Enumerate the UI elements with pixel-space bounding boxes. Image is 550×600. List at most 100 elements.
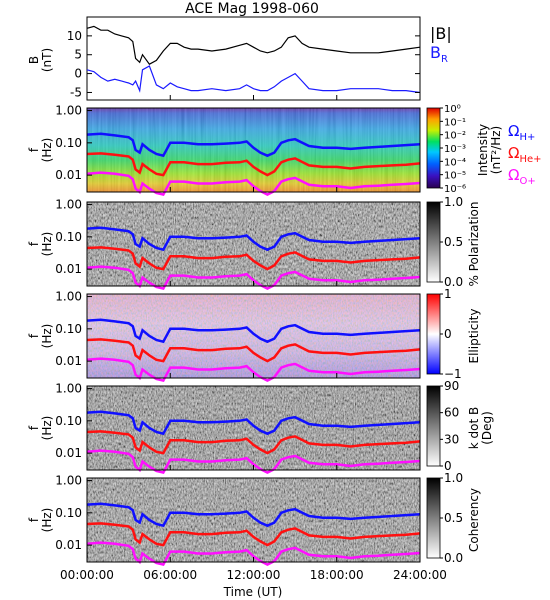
colorbar-tick-label: 0.0 [444, 551, 463, 565]
y-tick-label: 0.10 [55, 322, 82, 336]
legend-o-plus: ΩO+ [508, 166, 536, 187]
overlay-line-o-plus [86, 357, 421, 383]
colorbar-tick-label: 0.5 [444, 511, 463, 525]
x-axis-label: Time (UT) [223, 585, 283, 599]
colorbar-tick-label: 1 [444, 287, 452, 301]
colorbar [426, 385, 441, 467]
colorbar-tick-label: 10⁻³ [444, 144, 466, 155]
colorbar-tick-label: 10⁰ [444, 104, 461, 115]
y-axis-label-f: f [27, 241, 41, 246]
colorbar [426, 477, 441, 559]
colorbar-tick-label: 1.0 [444, 471, 463, 485]
y-axis-label-b: B [27, 56, 41, 64]
panel-coherency: 1.00 0.10 0.01 f (Hz) 1.0 0.5 0.0 Coherency [27, 471, 481, 567]
colorbar [426, 293, 441, 375]
figure-title: ACE Mag 1998-060 [185, 1, 319, 17]
colorbar-label: % Polarization [467, 202, 481, 287]
y-axis-label-hz: (Hz) [40, 232, 54, 257]
y-axis-label-nt: (nT) [40, 48, 54, 72]
x-axis-ticks: 00:00:00 06:00:00 12:00:00 18:00:00 24:00:00 [60, 95, 447, 582]
x-tick-label: 12:00:00 [227, 568, 281, 582]
colorbar-tick-label: 90 [444, 379, 459, 393]
y-axis-label-hz: (Hz) [40, 508, 54, 533]
y-tick-label: 0.10 [55, 230, 82, 244]
y-tick-label: 1.00 [55, 382, 82, 396]
y-tick-label: 10 [67, 29, 82, 43]
colorbar-tick-label: 10⁻⁵ [444, 171, 466, 182]
x-tick-label: 06:00:00 [143, 568, 197, 582]
y-axis-label-f: f [27, 147, 41, 152]
heatmap-texture [87, 108, 420, 192]
panel-polarization: 1.00 0.10 0.01 f (Hz) 1.0 0.5 0.0 % Polarization [27, 195, 481, 291]
colorbar-tick-label: 0 [444, 327, 452, 341]
x-tick-label: 18:00:00 [310, 568, 364, 582]
heatmap-texture [87, 386, 420, 470]
overlay-line-he-plus [86, 246, 421, 271]
y-tick-label: -5 [70, 85, 82, 99]
y-tick-label: 0.01 [55, 354, 82, 368]
colorbar [426, 107, 441, 189]
y-tick-label: 1.00 [55, 290, 82, 304]
panel-frame [86, 16, 421, 101]
y-axis-label-f: f [27, 517, 41, 522]
overlay-line-he-plus [86, 338, 421, 363]
colorbar-tick-label: 10⁻¹ [444, 117, 466, 128]
colorbar-label: k dot B [467, 407, 481, 449]
colorbar-label: Ellipticity [467, 309, 481, 364]
y-axis-label-hz: (Hz) [40, 324, 54, 349]
colorbar-tick-label: 0.0 [444, 275, 463, 289]
legend-h-plus: ΩH+ [508, 122, 535, 143]
colorbar-label: Coherency [467, 488, 481, 552]
colorbar-tick-label: −1 [444, 367, 462, 381]
y-tick-label: 1.00 [55, 474, 82, 488]
y-tick-label: 0.10 [55, 506, 82, 520]
colorbar-tick-label: 10⁻⁴ [444, 157, 466, 168]
y-tick-label: 0.01 [55, 538, 82, 552]
overlay-line-o-plus [86, 265, 421, 291]
overlay-line-o-plus [86, 171, 421, 197]
y-tick-label: 0.01 [55, 168, 82, 182]
heatmap-texture [87, 478, 420, 562]
y-axis-label-hz: (Hz) [40, 138, 54, 163]
colorbar-tick-label: 0.5 [444, 235, 463, 249]
colorbar-label: (Deg) [480, 411, 494, 445]
y-axis-label-f: f [27, 333, 41, 338]
y-tick-label: 1.00 [55, 104, 82, 118]
colorbar-tick-label: 1.0 [444, 195, 463, 209]
x-tick-label: 00:00:00 [60, 568, 114, 582]
y-axis-label-f: f [27, 425, 41, 430]
heatmap-texture [87, 202, 420, 286]
overlay-line-h-plus [86, 132, 421, 158]
heatmap-texture [87, 294, 420, 378]
legend-br: BR [430, 43, 448, 65]
y-axis-label-hz: (Hz) [40, 416, 54, 441]
y-tick-label: 0.01 [55, 262, 82, 276]
overlay-line-he-plus [86, 430, 421, 455]
colorbar-tick-label: 60 [444, 406, 459, 420]
y-tick-label: 0 [74, 67, 82, 81]
panel-magnetic-field: -5 0 5 10 B (nT) |B| BR [27, 16, 452, 101]
colorbar-tick-label: 30 [444, 432, 459, 446]
overlay-line-h-plus [86, 318, 421, 344]
y-tick-label: 0.01 [55, 446, 82, 460]
overlay-line-h-plus [86, 410, 421, 436]
overlay-line-o-plus [86, 541, 421, 567]
overlay-line-he-plus [86, 152, 421, 177]
panel-ellipticity: 1.00 0.10 0.01 f (Hz) 1 0 −1 Ellipticity [27, 287, 481, 383]
legend-btotal: |B| [430, 24, 452, 43]
y-tick-label: 0.10 [55, 136, 82, 150]
x-tick-label: 24:00:00 [393, 568, 447, 582]
overlay-line-o-plus [86, 449, 421, 475]
y-tick-label: 5 [74, 48, 82, 62]
panel-power-intensity: 1.00 0.10 0.01 f (Hz) 10⁰ 10⁻¹ 10⁻² 10⁻³ 10⁻⁴ 10⁻⁵… [27, 104, 542, 197]
series-line-btotal [86, 25, 421, 65]
panel-k-dot-b: 1.00 0.10 0.01 f (Hz) 90 60 30 0 k dot B (Deg) [27, 379, 494, 475]
y-ticks-magnetic: -5 0 5 10 [67, 29, 420, 99]
colorbar-tick-label: 10⁻² [444, 131, 466, 142]
legend-he-plus: ΩHe+ [508, 144, 542, 165]
colorbar-tick-label: 0 [444, 459, 452, 473]
overlay-line-he-plus [86, 522, 421, 547]
colorbar-label: (nT²/Hz) [489, 126, 503, 174]
spectral-panels: 1.000.100.01f (Hz)10⁰10⁻¹10⁻²10⁻³10⁻⁴10⁻⁵… [27, 104, 542, 567]
